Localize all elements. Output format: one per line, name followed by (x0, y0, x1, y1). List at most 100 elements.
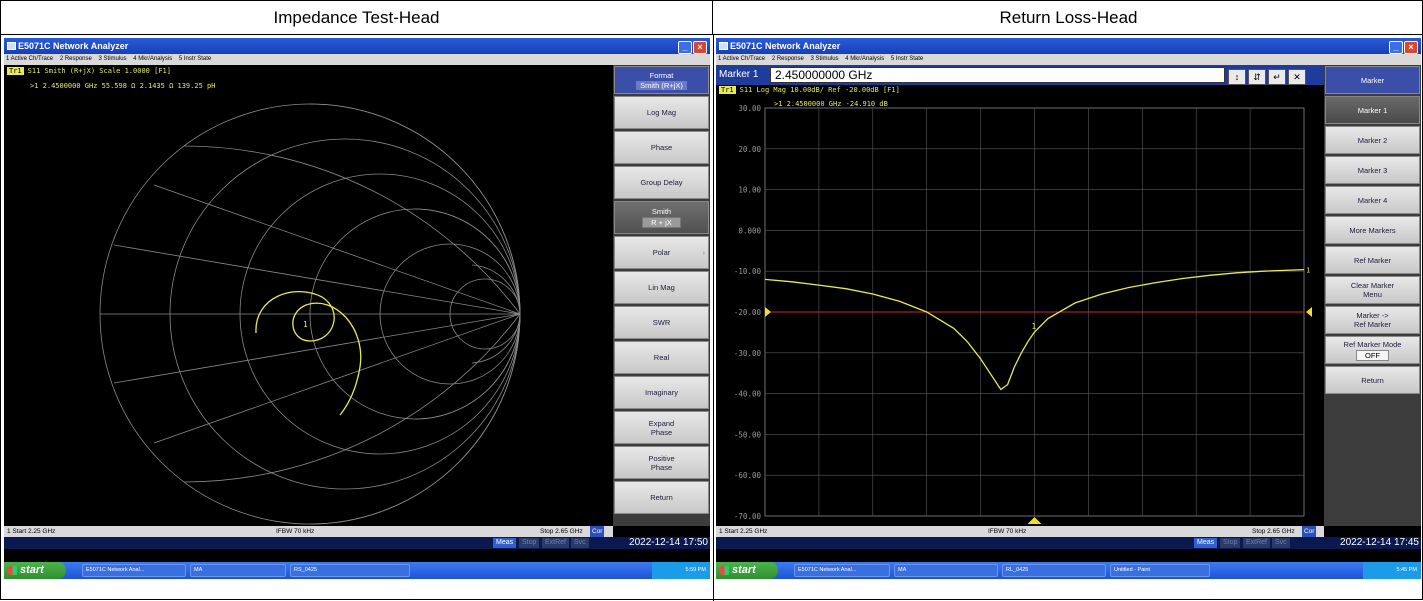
taskbar-item-ma[interactable]: MA (190, 564, 286, 577)
y-tick-label: -20.00 (734, 308, 762, 317)
menu-instr-state[interactable]: 5 Instr State (890, 56, 924, 62)
ref-level-right-icon (1306, 307, 1312, 317)
softkey-return[interactable]: Return (614, 481, 709, 514)
cor-badge: Cor (590, 526, 605, 537)
polar-label: Polar (652, 248, 671, 257)
menu-response[interactable]: 2 Response (771, 56, 804, 62)
caption-row: Impedance Test-Head Return Loss-Head (1, 1, 1423, 35)
s11-trace (764, 268, 1305, 391)
softkey-group-delay[interactable]: Group Delay (614, 166, 709, 199)
format-title: Format (649, 70, 674, 80)
softkey-swr[interactable]: SWR (614, 306, 709, 339)
taskbar-item-folder[interactable]: RS_0425 (290, 564, 410, 577)
smith-value: R + jX (642, 217, 681, 228)
softkey-phase[interactable]: Phase (614, 131, 709, 164)
enter-icon[interactable]: ↵ (1268, 69, 1286, 85)
stop-frequency: Stop 2.65 GHz (540, 528, 583, 535)
start-button[interactable]: start (716, 562, 778, 579)
menu-mkr-analysis[interactable]: 4 Mkr/Analysis (845, 56, 885, 62)
smith-marker-1[interactable]: 1 (303, 320, 308, 329)
close-icon[interactable]: × (693, 41, 707, 54)
softkey-imaginary[interactable]: Imaginary (614, 376, 709, 409)
smith-chart-area[interactable]: Tr1 S11 Smith (R+jX) Scale 1.0000 [F1] >1… (4, 65, 613, 526)
minimize-icon[interactable]: _ (678, 41, 692, 54)
softkey-positive-phase[interactable]: Positive Phase (614, 446, 709, 479)
menu-active-ch-trace[interactable]: 1 Active Ch/Trace (6, 56, 54, 62)
softkey-more-markers[interactable]: More Markers (1325, 216, 1420, 244)
softkey-marker-1[interactable]: Marker 1 (1325, 96, 1420, 124)
status-clock: 2022-12-14 17:45 (1340, 537, 1419, 548)
taskbar-item-folder[interactable]: RL_0425 (1002, 564, 1106, 577)
window-titlebar[interactable]: E5071C Network Analyzer _ × (4, 38, 710, 54)
trace-marker-1[interactable]: 1 (1032, 322, 1037, 331)
instrument-status-bar: Meas Stop ExtRef Svc 2022-12-14 17:45 (716, 537, 1421, 549)
system-tray: 5:59 PM (652, 562, 710, 579)
close-icon[interactable]: × (1404, 41, 1418, 54)
start-label: start (732, 564, 756, 576)
step-arrows-icon[interactable]: ⇵ (1248, 69, 1266, 85)
marker-softkey-menu: Marker Marker 1 Marker 2 Marker 3 Marker… (1324, 65, 1421, 526)
mref-label-2: Ref Marker (1353, 320, 1392, 329)
windows-taskbar: start E5071C Network Anal... MA RL_0425 … (716, 562, 1421, 579)
system-tray: 5:45 PM (1363, 562, 1421, 579)
svc-indicator: Svc (571, 538, 589, 548)
taskbar-item-network-analyzer[interactable]: E5071C Network Anal... (82, 564, 186, 577)
mode-value: OFF (1356, 349, 1389, 361)
taskbar-item-network-analyzer[interactable]: E5071C Network Anal... (794, 564, 890, 577)
menu-instr-state[interactable]: 5 Instr State (178, 56, 212, 62)
softkey-marker-2[interactable]: Marker 2 (1325, 126, 1420, 154)
start-frequency: 1 Start 2.25 GHz (719, 528, 768, 535)
return-loss-screenshot: E5071C Network Analyzer _ × 1 Active Ch/T… (716, 38, 1421, 579)
softkey-log-mag[interactable]: Log Mag (614, 96, 709, 129)
taskbar-item-paint[interactable]: Untitled - Paint (1110, 564, 1210, 577)
marker-frequency-input[interactable]: 2.450000000 GHz (770, 67, 1225, 83)
window-controls: _ × (1388, 39, 1418, 54)
softkey-polar[interactable]: Polar › (614, 236, 709, 269)
status-clock: 2022-12-14 17:50 (629, 537, 708, 548)
menu-active-ch-trace[interactable]: 1 Active Ch/Trace (718, 56, 766, 62)
format-softkey-menu: Format Smith (R+jX) Log Mag Phase Group D… (613, 65, 710, 526)
trace-tag[interactable]: Tr1 (719, 86, 736, 94)
y-tick-label: -30.00 (734, 349, 762, 358)
softkey-clear-marker-menu[interactable]: Clear Marker Menu (1325, 276, 1420, 304)
softkey-return[interactable]: Return (1325, 366, 1420, 394)
menu-response[interactable]: 2 Response (59, 56, 92, 62)
y-tick-label: -60.00 (734, 471, 762, 480)
y-tick-label: -40.00 (734, 390, 762, 399)
softkey-marker-4[interactable]: Marker 4 (1325, 186, 1420, 214)
spin-arrows-icon[interactable]: ↕ (1228, 69, 1246, 85)
softkey-real[interactable]: Real (614, 341, 709, 374)
stop-frequency: Stop 2.65 GHz (1252, 528, 1295, 535)
softkey-marker-to-ref[interactable]: Marker -> Ref Marker (1325, 306, 1420, 334)
clear-label-1: Clear Marker (1350, 281, 1395, 290)
menu-mkr-analysis[interactable]: 4 Mkr/Analysis (133, 56, 173, 62)
close-icon[interactable]: ✕ (1288, 69, 1306, 85)
softkey-smith[interactable]: Smith R + jX (614, 201, 709, 234)
expand-label-2: Phase (650, 427, 673, 437)
softkey-lin-mag[interactable]: Lin Mag (614, 271, 709, 304)
menu-stimulus[interactable]: 3 Stimulus (98, 56, 127, 62)
window-titlebar[interactable]: E5071C Network Analyzer _ × (716, 38, 1421, 54)
softkey-expand-phase[interactable]: Expand Phase (614, 411, 709, 444)
window-title: E5071C Network Analyzer (18, 41, 129, 51)
taskbar-item-ma[interactable]: MA (894, 564, 998, 577)
minimize-icon[interactable]: _ (1389, 41, 1403, 54)
log-mag-chart-area[interactable]: Tr1 S11 Log Mag 10.00dB/ Ref -20.00dB [F1… (716, 85, 1324, 526)
softkey-ref-marker-mode[interactable]: Ref Marker Mode OFF (1325, 336, 1420, 364)
menu-bar: 1 Active Ch/Trace 2 Response 3 Stimulus … (4, 54, 710, 65)
submenu-arrow-icon: › (702, 249, 705, 257)
softkey-ref-marker[interactable]: Ref Marker (1325, 246, 1420, 274)
smith-trace (255, 291, 362, 416)
panel-divider (713, 35, 714, 601)
softkey-format-title: Format Smith (R+jX) (614, 66, 709, 94)
y-tick-label: 30.00 (738, 104, 761, 113)
trace-tag[interactable]: Tr1 (7, 67, 24, 75)
trace-header-text: S11 Log Mag 10.00dB/ Ref -20.00dB [F1] (739, 86, 900, 94)
app-icon (7, 42, 16, 50)
start-button[interactable]: start (4, 562, 66, 579)
y-tick-label: 10.00 (738, 186, 761, 195)
menu-stimulus[interactable]: 3 Stimulus (810, 56, 839, 62)
left-caption: Impedance Test-Head (1, 1, 713, 35)
softkey-marker-3[interactable]: Marker 3 (1325, 156, 1420, 184)
